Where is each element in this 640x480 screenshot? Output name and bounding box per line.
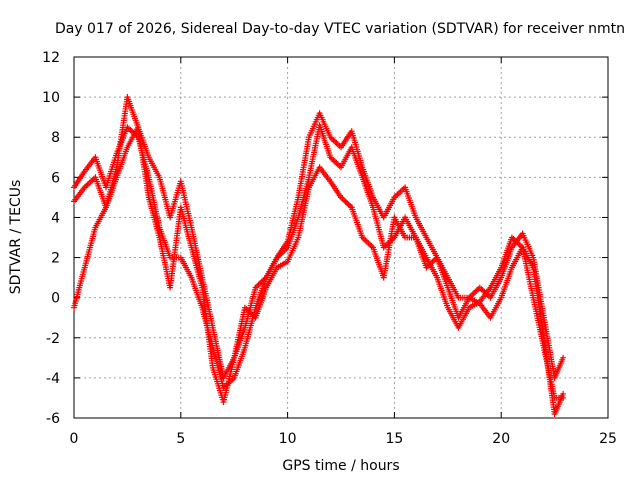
- x-tick-label: 20: [492, 431, 510, 447]
- x-tick-label: 5: [176, 431, 185, 447]
- y-tick-label: 10: [42, 90, 60, 106]
- y-tick-label: 12: [42, 50, 60, 66]
- tick-marks: [73, 56, 609, 419]
- y-tick-label: -4: [46, 371, 60, 387]
- y-axis-label: SDTVAR / TECUs: [8, 180, 24, 295]
- y-tick-label: 2: [51, 251, 60, 267]
- y-tick-label: 4: [51, 210, 60, 226]
- x-tick-label: 0: [70, 431, 79, 447]
- data-point-marker: [560, 354, 567, 361]
- data-point-marker: [560, 390, 567, 397]
- y-tick-label: -2: [46, 331, 60, 347]
- x-tick-labels: 0 5 10 15 20 25: [70, 431, 617, 447]
- y-tick-label: -6: [46, 411, 60, 427]
- x-tick-label: 15: [385, 431, 403, 447]
- chart-title: Day 017 of 2026, Sidereal Day-to-day VTE…: [55, 21, 625, 37]
- y-tick-labels: -6 -4 -2 0 2 4 6 8 10 12: [42, 50, 60, 427]
- y-tick-label: 6: [51, 170, 60, 186]
- y-tick-label: 8: [51, 130, 60, 146]
- series-track-3: [71, 124, 567, 417]
- grid-lines: [74, 57, 608, 418]
- x-tick-label: 25: [599, 431, 617, 447]
- plot-frame: [73, 56, 609, 419]
- x-axis-label: GPS time / hours: [282, 458, 399, 474]
- x-tick-label: 10: [279, 431, 297, 447]
- y-tick-label: 0: [51, 291, 60, 307]
- data-marks: [71, 94, 567, 417]
